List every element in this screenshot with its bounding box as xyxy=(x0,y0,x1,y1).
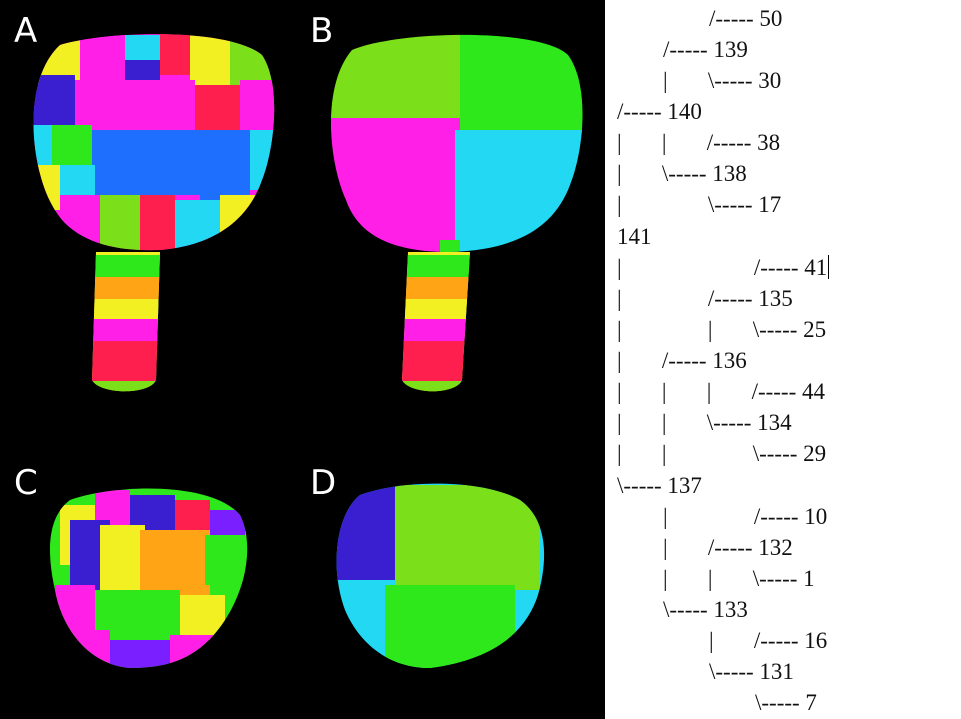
tree-line-with-cursor[interactable]: | /----- 41 xyxy=(617,255,830,281)
panel-label-d: D xyxy=(310,463,337,503)
tree-line: /----- 140 xyxy=(617,99,702,124)
panel-label-a: A xyxy=(14,11,38,51)
tree-line: | /----- 10 xyxy=(617,504,828,529)
tree-line: \----- 7 xyxy=(617,690,817,715)
tree-line: \----- 131 xyxy=(617,659,794,684)
text-cursor xyxy=(828,255,830,279)
tree-line: 141 xyxy=(617,224,652,249)
panel-c-render xyxy=(50,488,248,668)
tree-line: | /----- 135 xyxy=(617,286,793,311)
tree-line: | | \----- 134 xyxy=(617,410,792,435)
tree-line: \----- 137 xyxy=(617,473,702,498)
tree-line: | \----- 138 xyxy=(617,161,747,186)
panel-b-render xyxy=(331,34,583,392)
lineage-tree-panel: /----- 50 /----- 139 | \----- 30 /----- … xyxy=(605,0,961,719)
panel-a-render xyxy=(33,34,275,392)
tree-line: /----- 50 xyxy=(617,6,783,31)
tree-line: | \----- 17 xyxy=(617,192,782,217)
panel-d-render xyxy=(336,483,545,668)
tree-line: | /----- 136 xyxy=(617,348,747,373)
tree-line: | \----- 30 xyxy=(617,68,782,93)
tree-line-text: | /----- 41 xyxy=(617,255,828,280)
tree-line: | | \----- 29 xyxy=(617,441,827,466)
segmentation-renders: A B C D xyxy=(14,11,583,668)
tree-line: | | \----- 1 xyxy=(617,566,815,591)
panel-label-b: B xyxy=(310,11,334,51)
render-canvas xyxy=(33,34,583,668)
tree-line: /----- 139 xyxy=(617,37,748,62)
tree-line: | | /----- 38 xyxy=(617,130,781,155)
tree-line: \----- 133 xyxy=(617,597,748,622)
panel-label-c: C xyxy=(14,463,38,503)
tree-line: | | | /----- 44 xyxy=(617,379,825,404)
tree-line: | | \----- 25 xyxy=(617,317,827,342)
tree-line: | /----- 132 xyxy=(617,535,793,560)
tree-line: | /----- 16 xyxy=(617,628,828,653)
